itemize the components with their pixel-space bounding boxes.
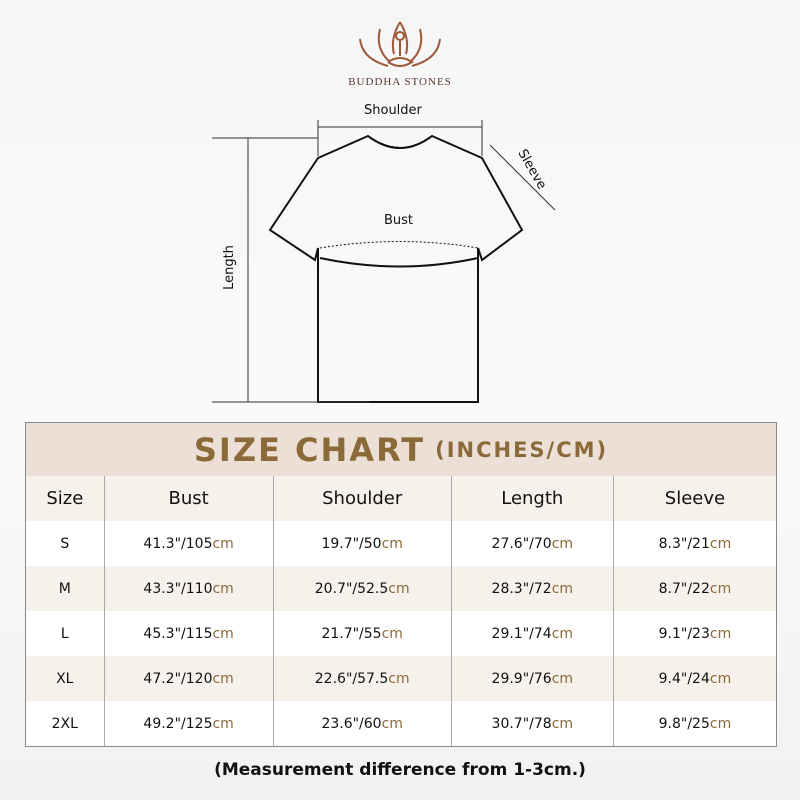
cell-length: 29.9"/76 cm xyxy=(450,656,613,701)
sleeve-value: 9.8"/25 xyxy=(658,715,710,732)
unit-text: (INCHES/CM) xyxy=(435,437,609,462)
title-text: SIZE CHART xyxy=(193,430,426,469)
cm-unit: cm xyxy=(551,670,574,687)
size-chart-table: SIZE CHART (INCHES/CM) Size Bust Shoulde… xyxy=(25,422,777,747)
cell-shoulder: 19.7"/50 cm xyxy=(272,521,451,566)
cell-bust: 41.3"/105 cm xyxy=(103,521,273,566)
cm-unit: cm xyxy=(388,580,410,597)
cell-bust: 45.3"/115 cm xyxy=(103,611,273,656)
cell-size: 2XL xyxy=(26,701,104,746)
length-value: 28.3"/72 xyxy=(491,580,552,597)
shoulder-value: 20.7"/52.5 xyxy=(314,580,389,597)
bust-value: 49.2"/125 xyxy=(143,715,213,732)
measurement-note: (Measurement difference from 1-3cm.) xyxy=(214,760,586,780)
lotus-meditation-logo xyxy=(359,21,441,67)
cm-unit: cm xyxy=(709,535,732,552)
cell-bust: 49.2"/125 cm xyxy=(103,701,273,746)
length-value: 29.9"/76 xyxy=(491,670,552,687)
shoulder-value: 22.6"/57.5 xyxy=(314,670,389,687)
header-bust: Bust xyxy=(103,476,273,521)
cell-sleeve: 8.3"/21 cm xyxy=(612,521,776,566)
sleeve-value: 9.4"/24 xyxy=(658,670,710,687)
table-row: XL 47.2"/120 cm 22.6"/57.5 cm 29.9"/76 cm 9.4"/… xyxy=(26,656,776,701)
cm-unit: cm xyxy=(551,625,574,642)
length-value: 29.1"/74 xyxy=(491,625,552,642)
cell-sleeve: 9.4"/24 cm xyxy=(612,656,776,701)
size-chart-title: SIZE CHART (INCHES/CM) xyxy=(26,423,776,476)
cm-unit: cm xyxy=(381,715,403,732)
cell-shoulder: 20.7"/52.5 cm xyxy=(272,566,451,611)
cm-unit: cm xyxy=(381,625,403,642)
size-value: XL xyxy=(56,670,74,687)
cell-sleeve: 8.7"/22 cm xyxy=(612,566,776,611)
cell-length: 27.6"/70 cm xyxy=(450,521,613,566)
sleeve-value: 8.3"/21 xyxy=(658,535,710,552)
cm-unit: cm xyxy=(709,625,732,642)
tshirt-diagram xyxy=(212,120,556,403)
length-label: Length xyxy=(221,245,237,290)
table-row: M 43.3"/110 cm 20.7"/52.5 cm 28.3"/72 cm 8.7"/2… xyxy=(26,566,776,611)
cm-unit: cm xyxy=(551,535,574,552)
cell-length: 28.3"/72 cm xyxy=(450,566,613,611)
cell-size: S xyxy=(26,521,104,566)
cm-unit: cm xyxy=(709,715,732,732)
sleeve-value: 9.1"/23 xyxy=(658,625,710,642)
header-sleeve: Sleeve xyxy=(612,476,776,521)
bust-value: 45.3"/115 xyxy=(143,625,213,642)
cm-unit: cm xyxy=(388,670,410,687)
cell-size: XL xyxy=(26,656,104,701)
brand-name: BUDDHA STONES xyxy=(348,76,452,88)
header-size: Size xyxy=(46,488,84,509)
header-length: Length xyxy=(450,476,613,521)
cm-unit: cm xyxy=(212,670,234,687)
cell-length: 30.7"/78 cm xyxy=(450,701,613,746)
header-shoulder: Shoulder xyxy=(272,476,451,521)
cm-unit: cm xyxy=(212,535,234,552)
table-row: S 41.3"/105 cm 19.7"/50 cm 27.6"/70 cm 8.3"/21 c… xyxy=(26,521,776,566)
cm-unit: cm xyxy=(212,715,234,732)
cell-shoulder: 21.7"/55 cm xyxy=(272,611,451,656)
bust-value: 43.3"/110 xyxy=(143,580,213,597)
sleeve-value: 8.7"/22 xyxy=(658,580,710,597)
shoulder-label: Shoulder xyxy=(364,103,422,118)
shoulder-value: 21.7"/55 xyxy=(321,625,382,642)
bust-value: 41.3"/105 xyxy=(143,535,213,552)
cm-unit: cm xyxy=(212,625,234,642)
bust-value: 47.2"/120 xyxy=(143,670,213,687)
cm-unit: cm xyxy=(709,580,732,597)
size-value: M xyxy=(58,580,71,597)
header-row: Size Bust Shoulder Length Sleeve xyxy=(26,476,776,521)
cell-shoulder: 23.6"/60 cm xyxy=(272,701,451,746)
length-value: 30.7"/78 xyxy=(491,715,552,732)
shoulder-value: 23.6"/60 xyxy=(321,715,382,732)
cell-size: M xyxy=(26,566,104,611)
length-value: 27.6"/70 xyxy=(491,535,552,552)
cm-unit: cm xyxy=(709,670,732,687)
cell-sleeve: 9.8"/25 cm xyxy=(612,701,776,746)
cell-size: L xyxy=(26,611,104,656)
cell-sleeve: 9.1"/23 cm xyxy=(612,611,776,656)
size-value: L xyxy=(60,625,69,642)
size-value: 2XL xyxy=(51,715,78,732)
cell-bust: 47.2"/120 cm xyxy=(103,656,273,701)
size-value: S xyxy=(60,535,70,552)
cm-unit: cm xyxy=(212,580,234,597)
cm-unit: cm xyxy=(551,715,574,732)
cell-bust: 43.3"/110 cm xyxy=(103,566,273,611)
cell-length: 29.1"/74 cm xyxy=(450,611,613,656)
cm-unit: cm xyxy=(381,535,403,552)
shoulder-value: 19.7"/50 xyxy=(321,535,382,552)
table-row: L 45.3"/115 cm 21.7"/55 cm 29.1"/74 cm 9.1"/23 c… xyxy=(26,611,776,656)
cm-unit: cm xyxy=(551,580,574,597)
bust-label: Bust xyxy=(384,213,414,228)
cell-shoulder: 22.6"/57.5 cm xyxy=(272,656,451,701)
table-row: 2XL 49.2"/125 cm 23.6"/60 cm 30.7"/78 cm 9.8"/2… xyxy=(26,701,776,746)
